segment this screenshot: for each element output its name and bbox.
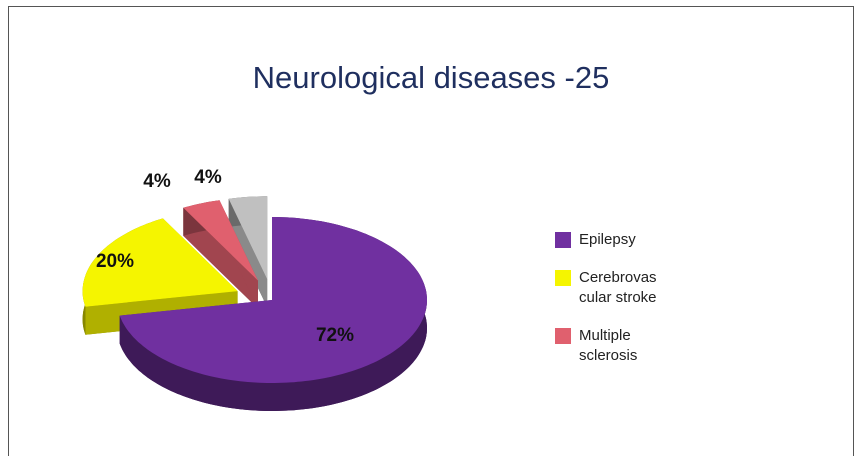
data-label: 20%	[96, 251, 134, 272]
legend-label: Epilepsy	[579, 231, 636, 248]
data-label: 4%	[194, 167, 222, 188]
data-label: 72%	[316, 325, 354, 346]
slice	[183, 200, 258, 281]
legend-label: Multiple sclerosis	[579, 327, 638, 364]
slice	[228, 196, 268, 280]
legend-item: Multiple sclerosis	[555, 326, 695, 366]
legend-label: Cerebrovas cular stroke	[579, 269, 657, 306]
frame	[8, 6, 854, 456]
chart-title: Neurological diseases -25	[253, 60, 610, 95]
data-label: 4%	[143, 171, 171, 192]
legend: Epilepsy Cerebrovas cular stroke Multiple …	[555, 230, 695, 384]
slice	[82, 218, 238, 307]
legend-swatch	[555, 232, 571, 248]
legend-swatch	[555, 270, 571, 286]
slice-side	[183, 207, 258, 309]
slice	[119, 217, 427, 383]
legend-item: Epilepsy	[555, 230, 695, 250]
legend-item: Cerebrovas cular stroke	[555, 268, 695, 308]
legend-swatch	[555, 328, 571, 344]
